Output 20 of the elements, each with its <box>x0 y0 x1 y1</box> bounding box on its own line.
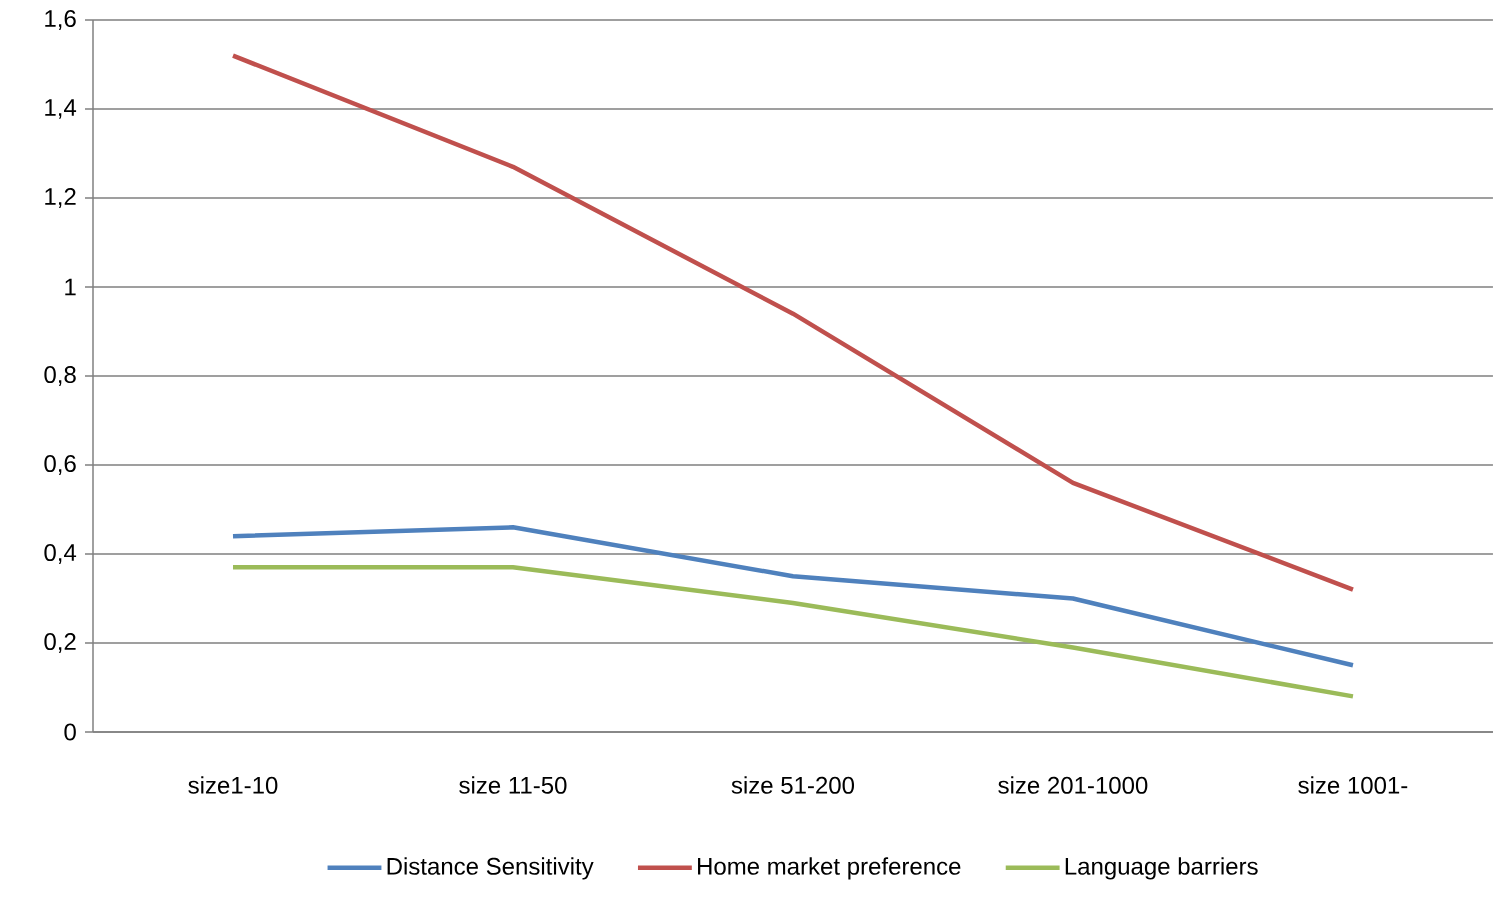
legend-label: Home market preference <box>698 857 961 880</box>
y-tick-label: 1,4 <box>45 99 77 119</box>
x-tick-label: size 1001- <box>1298 776 1408 794</box>
y-tick-label: 1,6 <box>45 10 76 30</box>
line-series <box>230 53 1356 592</box>
legend-label: Language barriers <box>1065 857 1258 880</box>
y-tick-label: 0 <box>64 723 76 741</box>
x-tick-label: size 11-50 <box>459 776 567 794</box>
line-series <box>230 565 1356 699</box>
legend-label: Distance Sensitivity <box>387 857 594 880</box>
y-tick-label: 0,2 <box>44 633 76 653</box>
y-tick-label: 1,2 <box>45 188 76 208</box>
x-tick-label: size1-10 <box>188 776 278 794</box>
y-tick-label: 1 <box>65 278 76 296</box>
x-tick-label: size 201-1000 <box>998 776 1148 794</box>
y-tick-label: 0,4 <box>44 544 77 564</box>
line-series <box>230 525 1356 668</box>
y-tick-label: 0,6 <box>44 455 76 475</box>
x-tick-label: size 51-200 <box>731 776 855 794</box>
y-tick-label: 0,8 <box>44 366 76 386</box>
